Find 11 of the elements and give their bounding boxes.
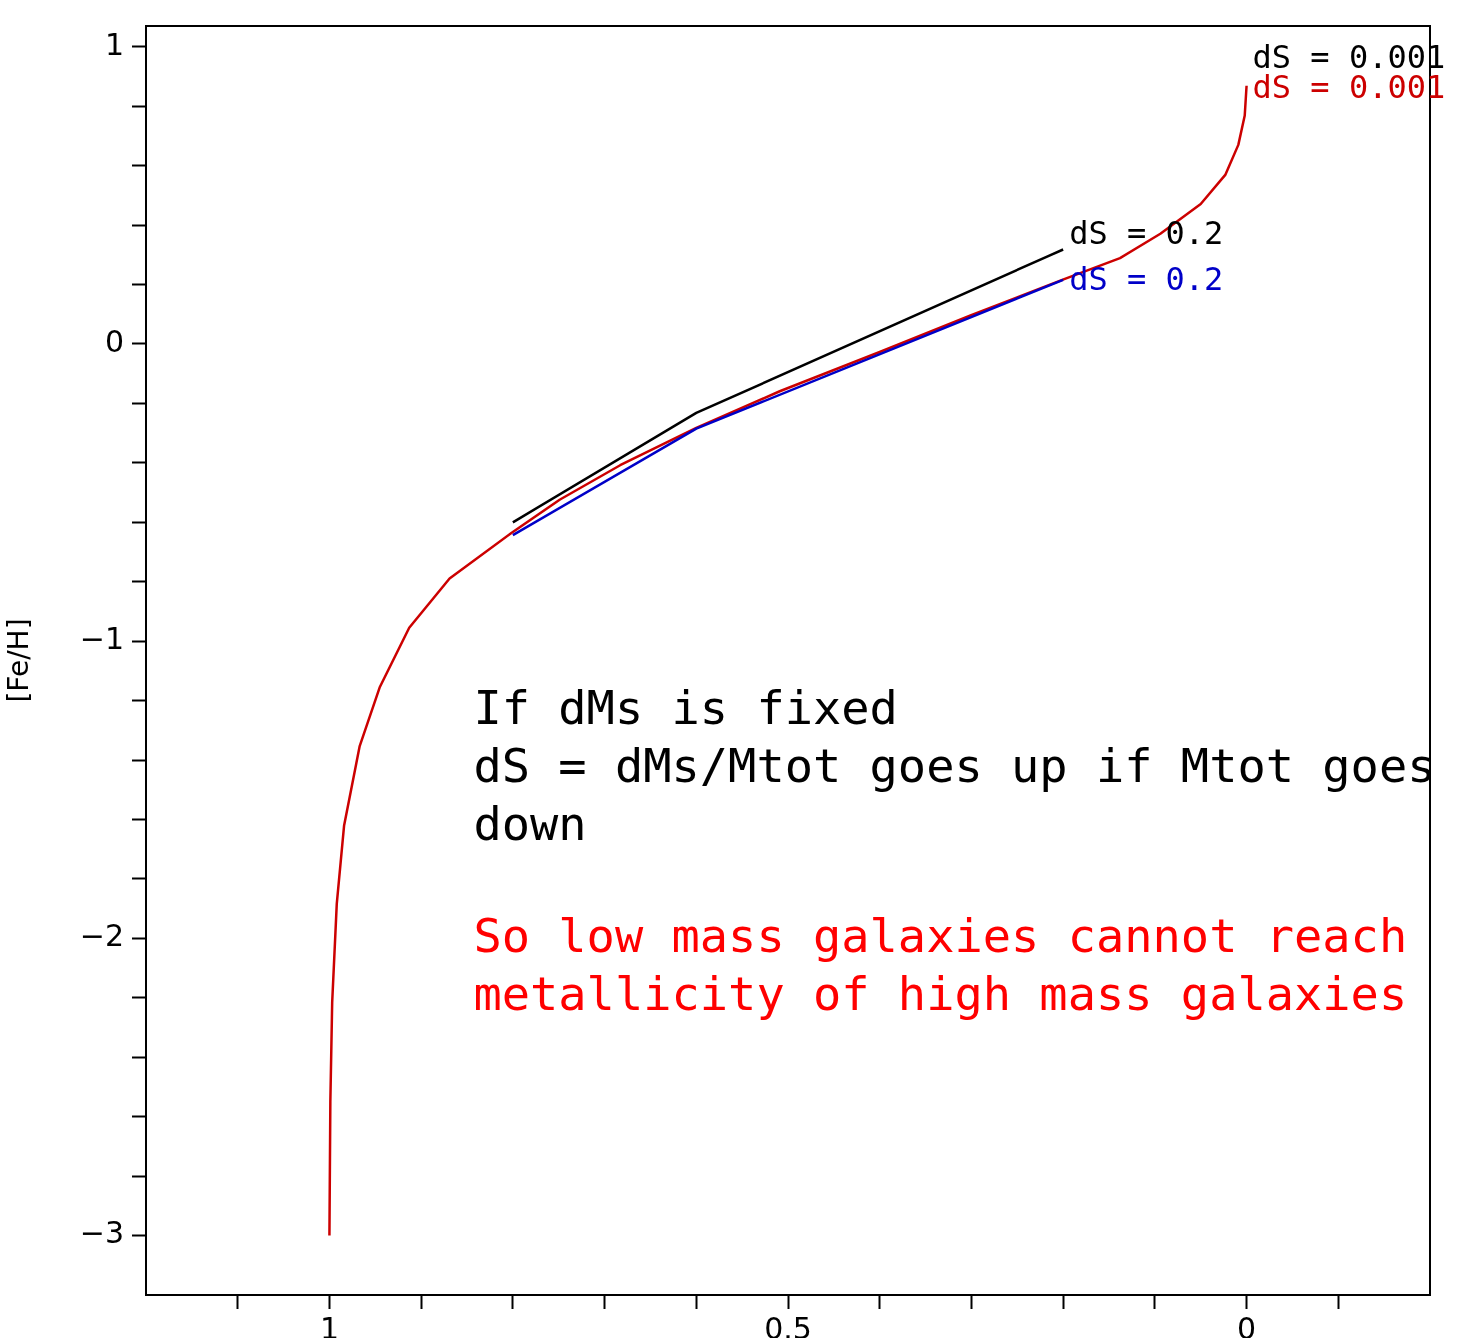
annotation: So low mass galaxies cannot reach metallicity of high mass galaxies xyxy=(473,908,1408,1022)
y-tick-label: −3 xyxy=(79,1215,124,1251)
y-axis-title: [Fe/H] xyxy=(2,618,36,703)
x-tick-label: 1 xyxy=(319,1310,339,1338)
annotation: If dMs is fixed dS = dMs/Mtot goes up if Mtot goes down xyxy=(473,679,1436,851)
series-label: dS = 0.2 xyxy=(1069,213,1224,252)
y-tick-label: −2 xyxy=(79,918,124,954)
series-label: dS = 0.2 xyxy=(1069,260,1224,299)
y-tick-label: −1 xyxy=(79,620,124,656)
y-tick-label: 1 xyxy=(104,26,124,62)
y-tick-label: 0 xyxy=(104,323,124,359)
